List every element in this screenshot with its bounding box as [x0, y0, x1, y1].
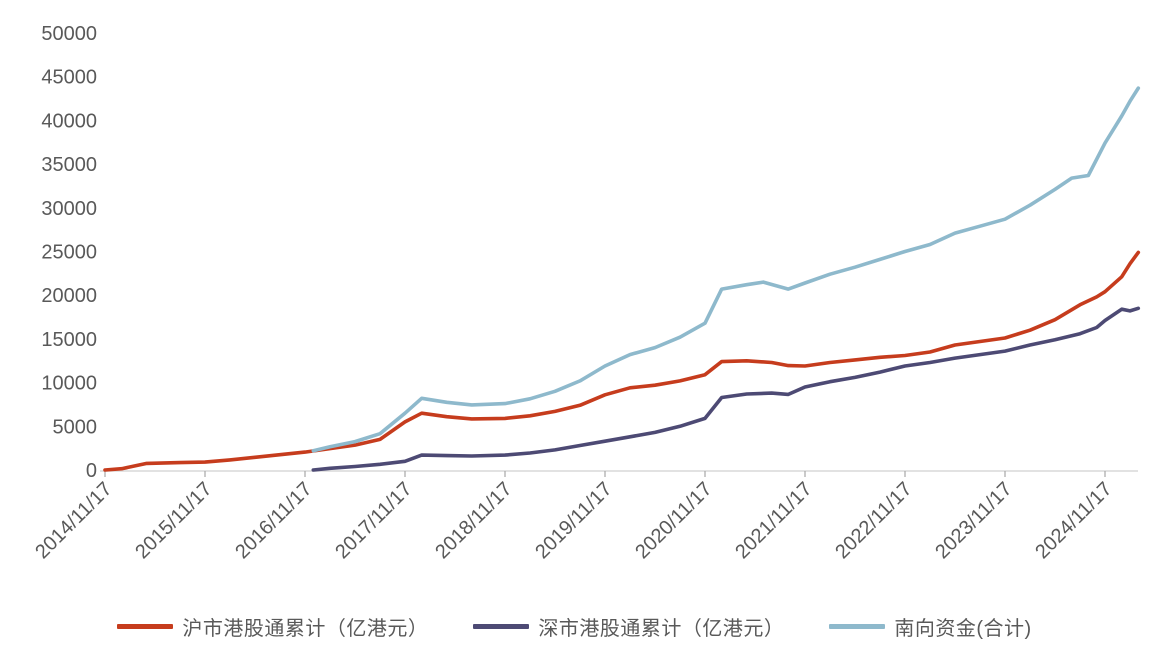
chart-legend: 沪市港股通累计（亿港元） 深市港股通累计（亿港元） 南向资金(合计) [0, 612, 1149, 641]
y-tick-label: 45000 [41, 67, 97, 89]
x-tick-label: 2019/11/17 [531, 478, 616, 563]
legend-swatch-hu [117, 624, 174, 629]
series-line-shen [311, 306, 1141, 472]
x-tick-label: 2015/11/17 [131, 478, 216, 563]
legend-item-hu: 沪市港股通累计（亿港元） [117, 612, 428, 641]
y-tick-label: 15000 [41, 329, 97, 351]
y-tick-label: 50000 [41, 23, 97, 45]
x-tick-label: 2014/11/17 [31, 478, 116, 563]
y-tick-label: 20000 [41, 285, 97, 307]
y-tick-label: 40000 [41, 110, 97, 132]
legend-item-total: 南向资金(合计) [829, 612, 1031, 641]
x-tick-label: 2022/11/17 [831, 478, 916, 563]
x-tick-label: 2017/11/17 [331, 478, 416, 563]
series-line-total [311, 86, 1141, 453]
x-tick-label: 2021/11/17 [731, 478, 816, 563]
x-tick-label: 2016/11/17 [231, 478, 316, 563]
legend-label-shen: 深市港股通累计（亿港元） [538, 618, 785, 640]
legend-label-total: 南向资金(合计) [894, 618, 1032, 640]
y-tick-label: 5000 [53, 416, 98, 438]
y-tick-label: 10000 [41, 373, 97, 395]
legend-item-shen: 深市港股通累计（亿港元） [473, 612, 784, 641]
y-tick-label: 25000 [41, 242, 97, 264]
line-chart: 0 5000 10000 15000 20000 25000 30000 35000 40000… [31, 23, 1141, 563]
series-line-hu [103, 250, 1141, 472]
x-tick-label: 2023/11/17 [931, 478, 1016, 563]
x-tick-label: 2018/11/17 [431, 478, 516, 563]
legend-swatch-shen [473, 624, 530, 629]
y-tick-label: 0 [86, 460, 97, 482]
legend-swatch-total [829, 624, 886, 629]
x-tick-label: 2024/11/17 [1031, 478, 1116, 563]
x-tick-label: 2020/11/17 [631, 478, 716, 563]
legend-label-hu: 沪市港股通累计（亿港元） [182, 618, 429, 640]
y-tick-label: 35000 [41, 154, 97, 176]
y-tick-label: 30000 [41, 198, 97, 220]
